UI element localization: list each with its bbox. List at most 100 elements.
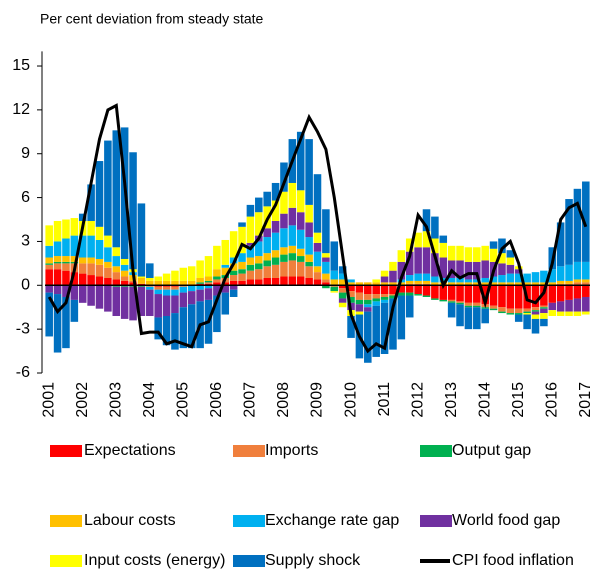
bar-segment [456, 282, 464, 286]
bar-segment [246, 270, 255, 280]
bar-segment [456, 302, 464, 305]
bar-segment [422, 280, 431, 284]
x-tick-label: 2006 [208, 382, 225, 418]
bar-segment [514, 313, 523, 315]
bar-segment [397, 295, 406, 340]
bar-segment [439, 257, 448, 278]
legend-swatch [233, 445, 265, 457]
bar-segment [53, 256, 62, 262]
bar-segment [338, 279, 347, 286]
bar-segment [565, 280, 573, 284]
legend-swatch [50, 555, 82, 567]
bar-segment [322, 257, 330, 262]
bar-segment [414, 285, 422, 295]
bar-segment [380, 270, 389, 277]
bar-segment [162, 286, 171, 290]
bar-segment [154, 317, 162, 340]
bar-segment [447, 301, 456, 303]
bar-segment [338, 288, 347, 293]
bar-segment [246, 264, 255, 271]
bar-segment [246, 257, 255, 265]
bar-segment [246, 242, 255, 246]
bar-segment [112, 247, 121, 257]
bar-segment [506, 313, 515, 315]
bar-segment [120, 258, 129, 265]
bar-segment [146, 277, 154, 281]
bar-segment [582, 311, 590, 315]
bar-segment [582, 181, 590, 262]
bar-segment [53, 285, 62, 295]
bar-segment [439, 299, 448, 302]
x-tick-label: 2010 [342, 382, 359, 418]
bar-segment [473, 307, 481, 330]
bar-segment [70, 299, 79, 322]
bar-segment [380, 285, 389, 295]
bar-segment [322, 285, 330, 289]
bar-segment [414, 294, 422, 296]
bar-segment [53, 241, 62, 257]
bar-segment [263, 253, 271, 261]
bar-segment [582, 261, 590, 280]
legend-swatch [50, 445, 82, 457]
bar-segment [582, 285, 590, 297]
x-tick-label: 2007 [242, 382, 259, 418]
bar-segment [78, 213, 87, 221]
bar-segment [473, 302, 481, 306]
bar-segment [414, 273, 422, 281]
bar-segment [405, 238, 414, 252]
bar-segment [523, 308, 531, 312]
bar-segment [95, 161, 104, 227]
bar-segment [255, 241, 263, 257]
bar-segment [296, 256, 305, 262]
bar-segment [473, 285, 481, 303]
bar-segment [338, 302, 347, 308]
bar-segment [154, 286, 162, 290]
bar-segment [355, 282, 364, 286]
bar-segment [573, 261, 582, 280]
bar-segment [355, 304, 364, 312]
bar-segment [305, 222, 313, 238]
bar-segment [531, 285, 540, 308]
bar-segment [162, 280, 171, 286]
bar-segment [229, 275, 238, 281]
bar-segment [431, 282, 439, 286]
bar-segment [271, 200, 280, 221]
bar-segment [481, 277, 489, 283]
bar-segment [146, 263, 154, 278]
bar-segment [389, 298, 397, 350]
bar-segment [372, 279, 380, 283]
bar-segment [238, 261, 246, 270]
bar-segment [489, 282, 498, 286]
bar-segment [347, 282, 355, 286]
bar-segment [112, 286, 121, 316]
bar-segment [556, 285, 565, 302]
bar-segment [422, 273, 431, 281]
bar-segment [204, 276, 213, 281]
bar-segment [489, 241, 498, 249]
y-tick-label: 12 [12, 101, 30, 118]
bar-segment [288, 182, 297, 208]
bar-segment [498, 311, 506, 314]
bar-segment [422, 295, 431, 297]
bar-segment [456, 260, 464, 278]
bar-segment [162, 273, 171, 281]
bar-segment [456, 277, 464, 283]
bar-segment [347, 279, 355, 283]
bar-segment [95, 285, 104, 309]
bar-segment [221, 285, 230, 293]
bar-segment [171, 280, 179, 286]
legend-label: World food gap [452, 512, 560, 529]
bar-segment [70, 256, 79, 262]
bar-segment [481, 245, 489, 261]
bar-segment [364, 311, 372, 363]
bar-segment [104, 285, 112, 312]
bar-segment [540, 308, 548, 314]
bar-segment [87, 275, 95, 286]
bar-segment [582, 279, 590, 283]
bar-segment [447, 245, 456, 261]
x-tick-label: 2002 [74, 382, 91, 418]
bar-segment [355, 299, 364, 305]
x-tick-label: 2014 [476, 382, 493, 418]
bar-segment [213, 285, 221, 296]
bar-segment [540, 307, 548, 309]
